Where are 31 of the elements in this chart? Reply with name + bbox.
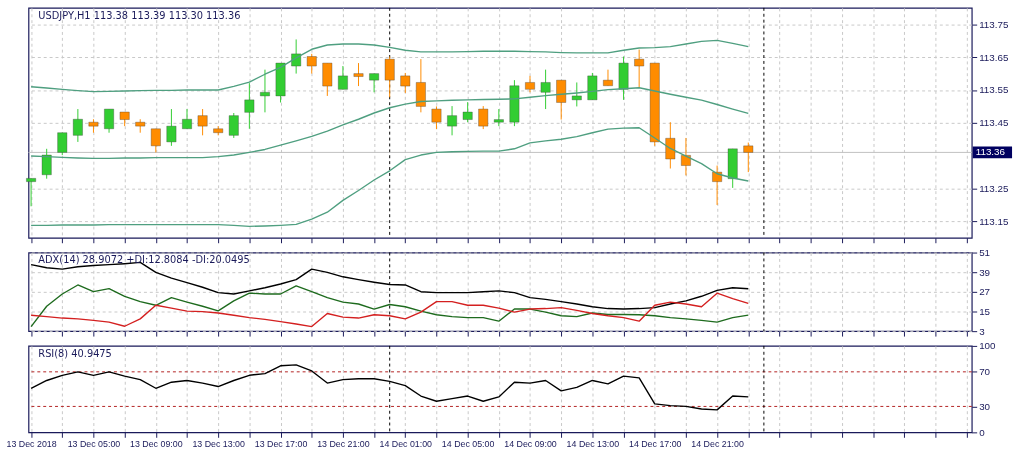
y-tick-label: 113.75 [979,18,1009,30]
y-tick-label: 27 [979,286,991,298]
y-tick-label: 70 [979,366,991,378]
chart-title: USDJPY,H1 113.38 113.39 113.30 113.36 [38,9,241,21]
x-tick-label: 14 Dec 13:00 [566,438,620,449]
x-tick-label: 13 Dec 17:00 [254,438,308,449]
x-tick-label: 14 Dec 17:00 [628,438,682,449]
chart-title: ADX(14) 28.9072 +DI:12.8084 -DI:20.0495 [38,254,250,266]
x-tick-label: 14 Dec 21:00 [691,438,744,449]
x-tick-label: 14 Dec 01:00 [379,438,433,449]
y-tick-label: 100 [979,340,997,352]
y-tick-label: 3 [979,325,986,337]
y-tick-label: 113.15 [979,215,1009,227]
x-tick-label: 13 Dec 13:00 [192,438,246,449]
y-tick-label: 15 [979,305,991,317]
x-tick-label: 13 Dec 21:00 [317,438,370,449]
y-tick-label: 0 [979,426,986,438]
ref-line-label: 113.36 [975,146,1006,158]
x-tick-label: 14 Dec 09:00 [504,438,557,449]
y-tick-label: 30 [979,400,991,412]
y-tick-label: 51 [979,246,991,258]
y-tick-label: 39 [979,266,991,278]
y-tick-label: 113.25 [979,182,1009,194]
y-tick-label: 113.65 [979,51,1009,63]
x-tick-label: 13 Dec 05:00 [67,438,121,449]
y-tick-label: 113.55 [979,84,1009,96]
x-tick-label: 13 Dec 09:00 [130,438,183,449]
y-tick-label: 113.45 [979,117,1009,129]
chart-title: RSI(8) 40.9475 [38,347,112,359]
x-tick-label: 14 Dec 05:00 [441,438,495,449]
x-tick-label: 13 Dec 2018 [6,438,57,449]
